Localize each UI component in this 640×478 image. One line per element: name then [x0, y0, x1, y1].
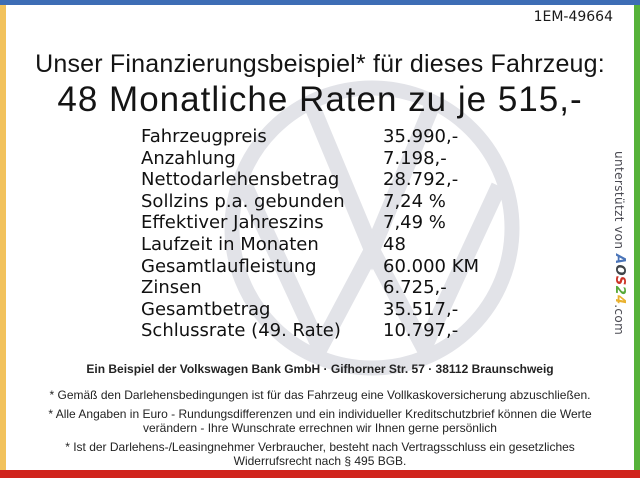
row-label: Sollzins p.a. gebunden — [141, 190, 345, 212]
row-value: 60.000 KM — [383, 255, 480, 277]
disclaimer-line: * Ist der Darlehens-/Leasingnehmer Verbr… — [65, 440, 575, 468]
footer: Ein Beispiel der Volkswagen Bank GmbH · … — [35, 362, 605, 468]
row-label: Zinsen — [141, 277, 202, 299]
row-value: 48 — [383, 233, 406, 255]
disclaimer-line: * Alle Angaben in Euro - Rundungsdiffere… — [48, 407, 592, 435]
table-row: Gesamtlaufleistung 60.000 KM — [141, 256, 479, 278]
aos24-letter: 4 — [612, 294, 627, 305]
page-subtitle: 48 Monatliche Raten zu je 515,- — [57, 80, 583, 119]
frame-bar-right — [634, 5, 640, 470]
row-value: 35.517,- — [383, 298, 459, 320]
row-label: Gesamtbetrag — [141, 298, 271, 320]
aos24-letter: 2 — [612, 285, 627, 295]
aos24-letter: O — [612, 264, 627, 276]
financing-table: Fahrzeugpreis 35.990,- Anzahlung 7.198,- N… — [141, 126, 479, 342]
row-value: 7,24 % — [383, 190, 446, 212]
row-label: Gesamtlaufleistung — [141, 255, 317, 277]
aos24-letter: S — [612, 275, 627, 286]
row-value: 7.198,- — [383, 147, 447, 169]
table-row: Fahrzeugpreis 35.990,- — [141, 126, 479, 148]
row-label: Nettodarlehensbetrag — [141, 169, 340, 191]
aos24-domain-suffix: .com — [612, 304, 626, 336]
table-row: Nettodarlehensbetrag 28.792,- — [141, 169, 479, 191]
disclaimer-line: * Gemäß den Darlehensbedingungen ist für… — [49, 388, 591, 402]
frame-bar-top — [0, 0, 640, 5]
table-row: Zinsen 6.725,- — [141, 277, 479, 299]
table-row: Anzahlung 7.198,- — [141, 148, 479, 170]
row-value: 35.990,- — [383, 126, 459, 147]
reference-number: 1EM-49664 — [533, 9, 613, 25]
supported-by-text: unterstützt von — [612, 151, 626, 254]
table-row: Gesamtbetrag 35.517,- — [141, 299, 479, 321]
frame-bar-bottom — [0, 470, 640, 478]
table-row: Laufzeit in Monaten 48 — [141, 234, 479, 256]
row-label: Schlussrate (49. Rate) — [141, 320, 341, 342]
page-title: Unser Finanzierungsbeispiel* für dieses … — [35, 50, 605, 78]
table-row: Schlussrate (49. Rate) 10.797,- — [141, 320, 479, 342]
row-value: 10.797,- — [383, 320, 459, 342]
supported-by-credit: unterstützt von AOS24.com — [612, 151, 627, 451]
frame-bar-left — [0, 5, 6, 470]
row-label: Anzahlung — [141, 147, 236, 169]
row-label: Effektiver Jahreszins — [141, 212, 324, 234]
row-value: 7,49 % — [383, 212, 446, 234]
row-label: Fahrzeugpreis — [141, 126, 267, 147]
table-row: Sollzins p.a. gebunden 7,24 % — [141, 191, 479, 213]
row-label: Laufzeit in Monaten — [141, 233, 319, 255]
row-value: 6.725,- — [383, 277, 447, 299]
aos24-letter: A — [612, 253, 627, 265]
bank-address-line: Ein Beispiel der Volkswagen Bank GmbH · … — [86, 362, 554, 376]
table-row: Effektiver Jahreszins 7,49 % — [141, 212, 479, 234]
row-value: 28.792,- — [383, 169, 459, 191]
aos24-logo: AOS24 — [612, 253, 627, 305]
